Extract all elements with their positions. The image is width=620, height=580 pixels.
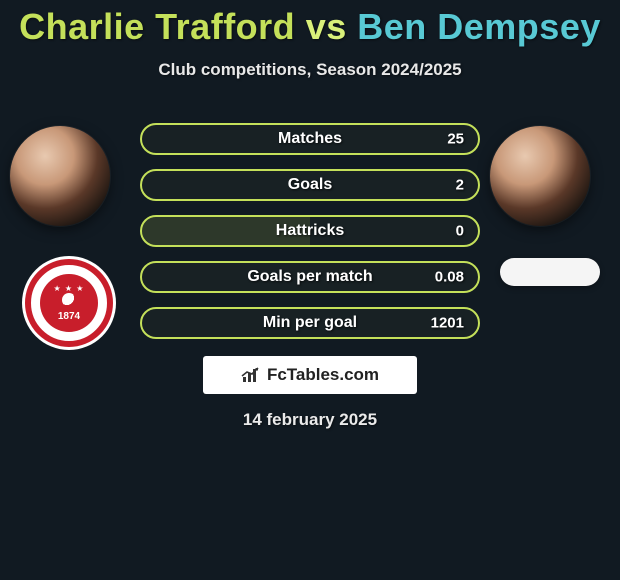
stat-label: Min per goal	[263, 314, 357, 332]
stat-label: Hattricks	[276, 222, 344, 240]
badge-core: ★ ★ ★ 1874	[40, 274, 98, 332]
badge-ball-icon	[62, 293, 76, 307]
stat-row: Goals 2	[140, 169, 480, 201]
stat-row: Matches 25	[140, 123, 480, 155]
stat-row: Min per goal 1201	[140, 307, 480, 339]
stat-row: Hattricks 0	[140, 215, 480, 247]
chart-icon	[241, 366, 263, 384]
page-title: Charlie Trafford vs Ben Dempsey	[0, 0, 620, 48]
brand-badge[interactable]: FcTables.com	[203, 356, 417, 394]
stat-label: Goals per match	[247, 268, 372, 286]
stat-label: Goals	[288, 176, 332, 194]
stats-table: Matches 25 Goals 2 Hattricks 0 Goals per match…	[140, 123, 480, 353]
stat-value-right: 1201	[431, 315, 464, 332]
player2-name: Ben Dempsey	[357, 6, 601, 47]
stat-value-right: 0.08	[435, 269, 464, 286]
player2-club-badge	[500, 258, 600, 286]
badge-stars: ★ ★ ★	[54, 284, 85, 293]
stat-value-right: 2	[456, 177, 464, 194]
brand-text: FcTables.com	[267, 365, 379, 385]
subtitle: Club competitions, Season 2024/2025	[0, 60, 620, 80]
vs-text: vs	[306, 6, 347, 47]
stat-value-right: 0	[456, 223, 464, 240]
player2-avatar	[490, 126, 590, 226]
stat-label: Matches	[278, 130, 342, 148]
player1-club-badge: ★ ★ ★ 1874	[20, 254, 118, 352]
stat-row: Goals per match 0.08	[140, 261, 480, 293]
stat-value-right: 25	[447, 131, 464, 148]
badge-year: 1874	[58, 311, 80, 322]
comparison-date: 14 february 2025	[0, 410, 620, 430]
player1-avatar	[10, 126, 110, 226]
comparison-card: Charlie Trafford vs Ben Dempsey Club com…	[0, 0, 620, 450]
player1-name: Charlie Trafford	[19, 6, 295, 47]
